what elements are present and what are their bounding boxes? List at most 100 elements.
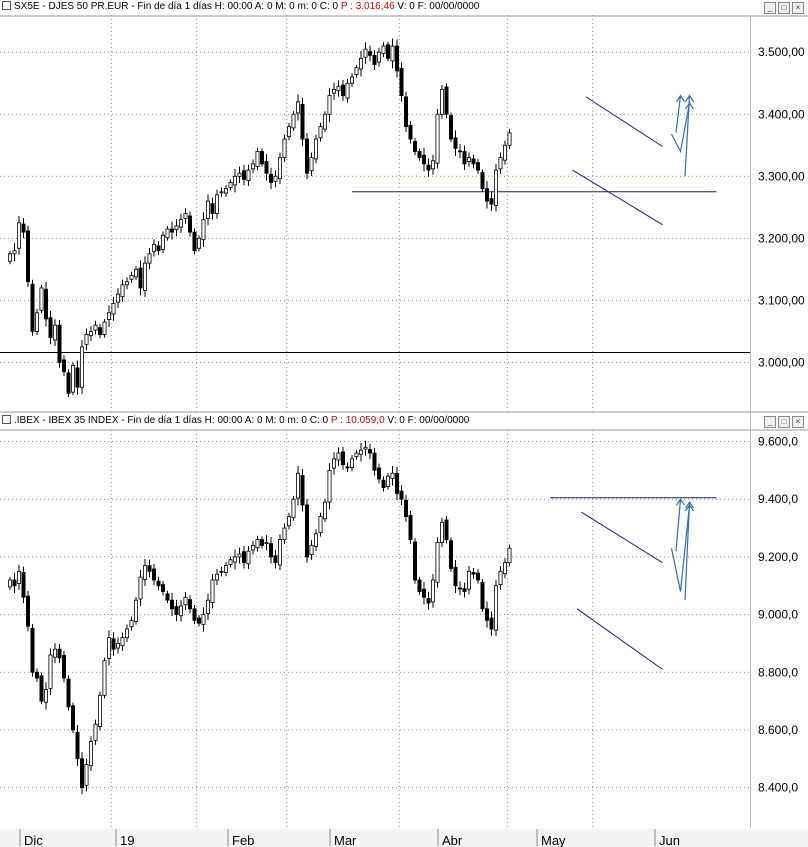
y-tick-label: 8.600,0: [758, 723, 798, 737]
candle-body: [80, 758, 85, 789]
candle-body: [489, 198, 494, 205]
candle-body: [304, 138, 309, 174]
candle-body: [444, 86, 449, 115]
candle-body: [466, 570, 471, 590]
panel-symbol: SX5E: [14, 1, 40, 12]
candle-body: [268, 543, 273, 558]
candle-body: [89, 330, 94, 337]
candle-body: [129, 275, 134, 280]
close-icon[interactable]: ×: [792, 416, 804, 428]
maximize-icon[interactable]: □: [778, 416, 790, 428]
y-tick-label: 3.000,00: [758, 355, 805, 369]
minimize-icon[interactable]: _: [764, 416, 776, 428]
candle-body: [35, 671, 40, 679]
candle-body: [417, 151, 422, 159]
candle-body: [237, 172, 242, 177]
field-mm: m: 0: [287, 415, 307, 426]
candle-body: [354, 67, 359, 75]
candle-body: [25, 595, 30, 627]
candle-body: [435, 113, 440, 164]
projection-arrow: [675, 499, 682, 552]
y-tick-label: 3.200,00: [758, 231, 805, 245]
candle-body: [376, 467, 381, 480]
candle-body: [223, 565, 228, 573]
candle-body: [138, 267, 143, 289]
candle-body: [133, 599, 138, 622]
x-month-label: Mar: [334, 833, 357, 847]
panel-menu-icon[interactable]: [2, 415, 11, 424]
candle-body: [277, 539, 282, 566]
candle-body: [439, 521, 444, 543]
candle-body: [430, 579, 435, 603]
candle-body: [331, 89, 336, 94]
candle-body: [98, 327, 103, 335]
candle-body: [255, 539, 260, 549]
candle-body: [241, 170, 246, 180]
candle-body: [300, 475, 305, 506]
candle-body: [372, 54, 377, 66]
candle-body: [457, 587, 462, 590]
candle-body: [282, 138, 287, 159]
candle-body: [462, 151, 467, 165]
candle-body: [471, 572, 476, 575]
candle-body: [66, 678, 71, 708]
candle-body: [475, 162, 480, 171]
candle-body: [412, 141, 417, 152]
candle-body: [493, 169, 498, 206]
candle-body: [300, 103, 305, 140]
candle-body: [71, 365, 76, 393]
candle-body: [475, 572, 480, 581]
maximize-icon[interactable]: □: [778, 2, 790, 14]
candle-body: [187, 599, 192, 610]
projection-arrow: [684, 95, 691, 177]
candle-body: [71, 705, 76, 731]
x-month-label: Abr: [442, 833, 463, 847]
candle-body: [286, 126, 291, 137]
minimize-icon[interactable]: _: [764, 2, 776, 14]
candle-body: [174, 225, 179, 231]
projection-arrow: [670, 102, 691, 154]
candle-body: [336, 85, 341, 92]
candle-body: [435, 542, 440, 583]
candle-body: [183, 596, 188, 606]
candle-body: [318, 126, 323, 139]
panel-period: Fin de día 1 días: [127, 415, 202, 426]
candle-body: [304, 504, 309, 558]
field-f: F: 00/00/0000: [407, 415, 470, 426]
field-a: A: 0: [244, 415, 263, 426]
candle-body: [345, 82, 350, 99]
candle-body: [80, 346, 85, 388]
candle-body: [53, 648, 58, 658]
candle-body: [156, 245, 161, 252]
candle-body: [264, 160, 269, 174]
close-icon[interactable]: ×: [792, 2, 804, 14]
candle-body: [480, 172, 485, 190]
candle-body: [363, 446, 368, 450]
candle-body: [219, 570, 224, 573]
candle-body: [107, 312, 112, 320]
candle-body: [125, 628, 130, 639]
candle-body: [62, 655, 67, 679]
candle-body: [345, 466, 350, 469]
candle-body: [277, 157, 282, 180]
candle-body: [259, 539, 264, 546]
candle-body: [426, 598, 431, 604]
candle-body: [318, 516, 323, 534]
candle-body: [453, 566, 458, 587]
field-f: F: 00/00/0000: [417, 1, 480, 12]
candle-body: [394, 45, 399, 72]
chart-panel-ibex: 8.400,0 8.600,0 8.800,0 9.000,0 9.200,0 9.400…: [0, 430, 798, 828]
panel-header-ibex: .IBEX - IBEX 35 INDEX - Fin de día 1 día…: [0, 414, 808, 428]
candle-body: [174, 606, 179, 615]
panel-menu-icon[interactable]: [2, 1, 11, 10]
candle-body: [489, 617, 494, 630]
candle-body: [53, 324, 58, 341]
candle-body: [363, 48, 368, 58]
candle-body: [507, 132, 512, 146]
candle-body: [156, 580, 161, 587]
candle-body: [462, 588, 467, 592]
candle-body: [448, 115, 453, 140]
candle-body: [89, 741, 94, 767]
candle-body: [223, 188, 228, 194]
